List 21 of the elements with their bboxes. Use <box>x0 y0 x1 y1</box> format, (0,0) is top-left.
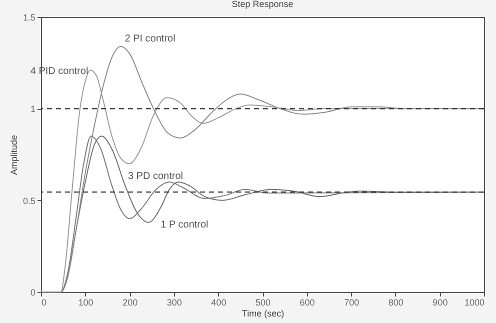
annotation: 2 PI control <box>124 33 176 44</box>
y-tick-label: 0 <box>30 288 36 298</box>
x-tick-label: 700 <box>344 298 360 308</box>
chart-title: Step Response <box>232 0 294 9</box>
y-tick-label: 0.5 <box>22 196 36 206</box>
x-axis-title: Time (sec) <box>242 308 284 318</box>
x-tick-label: 300 <box>166 298 182 308</box>
y-tick-label: 1 <box>30 104 36 114</box>
y-tick-label: 1.5 <box>22 12 36 22</box>
x-tick-label: 500 <box>255 298 271 308</box>
x-tick-label: 800 <box>388 298 404 308</box>
annotation: 1 P control <box>160 219 208 230</box>
x-tick-label: 100 <box>78 298 94 308</box>
x-tick-label: 1000 <box>464 298 484 308</box>
x-tick-label: 900 <box>432 298 448 308</box>
x-tick-label: 600 <box>300 298 315 308</box>
y-axis-title: Amplitude <box>8 134 19 176</box>
x-tick-label: 200 <box>122 298 138 308</box>
annotation: 3 PD control <box>128 171 183 182</box>
x-tick-label: 400 <box>211 298 226 308</box>
x-tick-label: 0 <box>42 298 47 308</box>
